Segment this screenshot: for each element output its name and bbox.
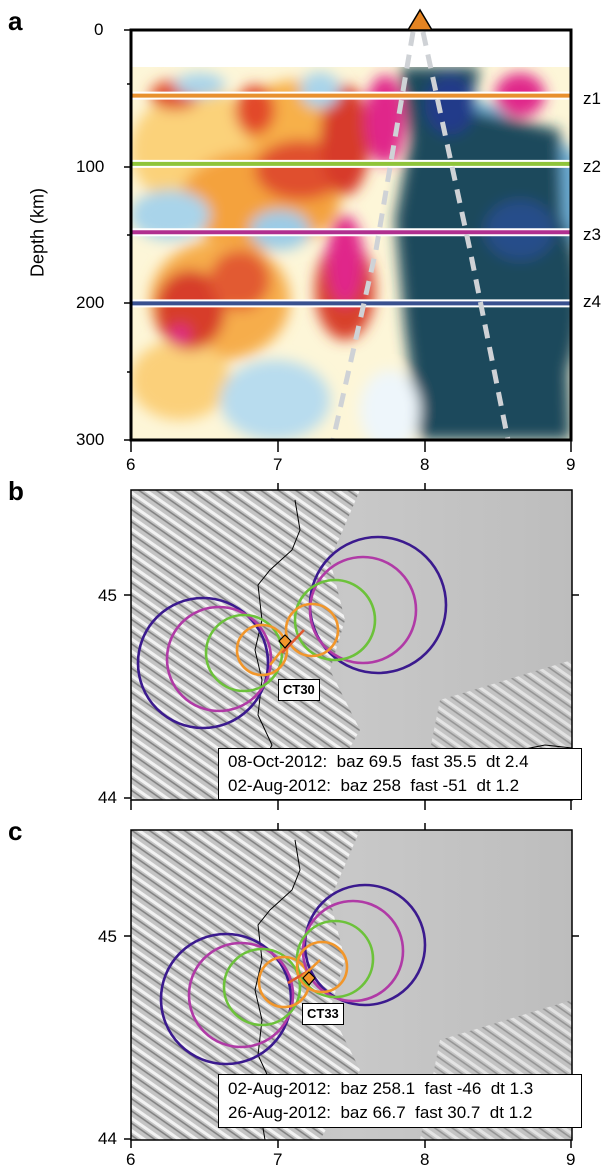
x-tick-7: 7 — [273, 455, 283, 474]
panel-a-letter: a — [8, 6, 23, 36]
piercing-ring — [187, 941, 295, 1049]
event-legend-c: 02-Aug-2012: baz 258.1 fast -46 dt 1.3 2… — [218, 1074, 582, 1128]
event-line: 26-Aug-2012: baz 66.7 fast 30.7 dt 1.2 — [228, 1103, 533, 1122]
layer-label-z2: z2 — [583, 157, 601, 176]
y-axis-label: Depth (km) — [27, 188, 48, 278]
piercing-ring — [235, 623, 289, 677]
event-line: 08-Oct-2012: baz 69.5 fast 35.5 dt 2.4 — [228, 752, 529, 771]
y-tick-100: 100 — [76, 157, 105, 176]
tomography-cross-section — [124, 8, 573, 452]
station-label-ct33: CT33 — [302, 1003, 344, 1025]
layer-label-z4: z4 — [583, 292, 601, 311]
station-triangle-icon — [406, 8, 434, 31]
x-tick-8: 8 — [420, 455, 430, 474]
piercing-ring — [284, 602, 340, 658]
c-x-tick-6: 6 — [126, 1150, 136, 1169]
piercing-ring — [222, 947, 302, 1027]
b-y-tick-45: 45 — [98, 586, 117, 605]
c-y-tick-44: 44 — [98, 1129, 117, 1148]
panel-b: b — [0, 470, 608, 815]
piercing-ring — [165, 605, 273, 713]
x-tick-9: 9 — [566, 455, 576, 474]
panel-c: c — [0, 815, 608, 1170]
piercing-ring — [295, 940, 349, 994]
c-x-tick-9: 9 — [566, 1150, 576, 1169]
y-tick-0: 0 — [94, 20, 104, 39]
piercing-ring — [308, 555, 418, 665]
x-tick-6: 6 — [126, 455, 136, 474]
piercing-ring — [159, 932, 293, 1066]
c-y-tick-45: 45 — [98, 927, 117, 946]
c-x-tick-7: 7 — [273, 1150, 283, 1169]
c-x-tick-8: 8 — [420, 1150, 430, 1169]
panel-c-letter: c — [8, 816, 23, 846]
event-line: 02-Aug-2012: baz 258.1 fast -46 dt 1.3 — [228, 1079, 534, 1098]
event-line: 02-Aug-2012: baz 258 fast -51 dt 1.2 — [228, 776, 520, 795]
dashed-boundary-west — [330, 31, 416, 441]
panel-a: a — [0, 0, 608, 474]
panel-b-letter: b — [8, 476, 24, 506]
piercing-ring — [303, 883, 427, 1007]
piercing-ring — [293, 578, 377, 662]
station-diamond-icon — [278, 634, 292, 649]
layer-label-z1: z1 — [583, 89, 601, 108]
y-tick-300: 300 — [76, 430, 105, 449]
event-legend-b: 08-Oct-2012: baz 69.5 fast 35.5 dt 2.4 0… — [218, 748, 582, 800]
b-y-tick-44: 44 — [98, 788, 117, 807]
station-label-ct30: CT30 — [278, 679, 320, 701]
piercing-ring — [136, 596, 270, 730]
layer-label-z3: z3 — [583, 225, 601, 244]
dashed-boundary-east — [420, 31, 511, 441]
y-tick-200: 200 — [76, 293, 105, 312]
station-diamond-icon — [302, 971, 316, 986]
